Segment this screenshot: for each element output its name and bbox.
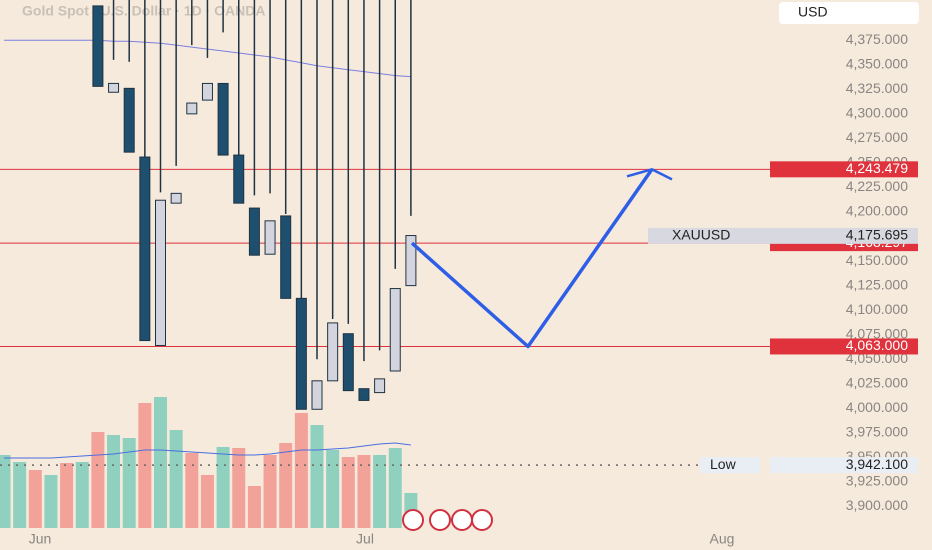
candle-body bbox=[186, 102, 198, 115]
y-tick-label: 4,375.000 bbox=[846, 31, 908, 47]
low-name-box bbox=[700, 457, 760, 474]
y-tick-label: 4,300.000 bbox=[846, 105, 908, 121]
volume-bar bbox=[28, 470, 42, 528]
volume-bar bbox=[75, 462, 89, 528]
volume-bar bbox=[357, 455, 371, 528]
volume-bar bbox=[0, 455, 11, 528]
candle-body bbox=[358, 388, 370, 401]
y-tick-label: 4,025.000 bbox=[846, 374, 908, 390]
candle-body bbox=[201, 82, 213, 101]
chart-title: Gold Spot / U.S. Dollar · 1D · OANDA bbox=[22, 3, 265, 19]
volume-bar bbox=[232, 448, 246, 528]
projection-arrowhead bbox=[626, 167, 673, 181]
y-tick-label: 4,350.000 bbox=[846, 55, 908, 71]
y-tick-label: 4,075.000 bbox=[846, 325, 908, 341]
candle-body bbox=[280, 215, 292, 299]
candle-body bbox=[264, 220, 276, 255]
candle-body bbox=[327, 322, 339, 382]
level-label: 4,063.000 bbox=[846, 337, 908, 353]
low-name: Low bbox=[710, 456, 737, 472]
low-label: 3,942.100 bbox=[846, 456, 908, 472]
volume-bar bbox=[279, 443, 293, 528]
volume-bar bbox=[341, 457, 355, 528]
candle-body bbox=[311, 380, 323, 410]
level-label: 4,243.479 bbox=[846, 160, 908, 176]
candle-body bbox=[155, 199, 166, 346]
low-box bbox=[770, 457, 918, 474]
volume-bar bbox=[310, 425, 324, 528]
last-price-name-box bbox=[648, 227, 770, 244]
volume-bar bbox=[169, 430, 183, 528]
volume-bar bbox=[373, 455, 387, 528]
candle-body bbox=[295, 297, 307, 410]
candle-body bbox=[123, 87, 135, 153]
volume-bar bbox=[326, 450, 340, 528]
volume-bar bbox=[122, 438, 136, 528]
volume-bar bbox=[91, 432, 105, 528]
volume-bar bbox=[263, 455, 277, 528]
y-tick-label: 4,150.000 bbox=[846, 252, 908, 268]
last-price-name: XAUUSD bbox=[672, 227, 730, 243]
currency[interactable]: USD bbox=[798, 4, 828, 20]
volume-bar bbox=[107, 435, 121, 528]
last-price-label: 4,175.695 bbox=[846, 227, 908, 243]
candle-body bbox=[217, 82, 229, 156]
y-tick-label: 4,275.000 bbox=[846, 129, 908, 145]
flag-icons bbox=[402, 509, 493, 531]
candle-body bbox=[342, 333, 354, 392]
volume-bar bbox=[154, 397, 167, 528]
volume-bar bbox=[200, 475, 214, 528]
candle-body bbox=[92, 5, 104, 87]
projection-line bbox=[410, 168, 654, 349]
last-price-box bbox=[770, 227, 918, 244]
currency-box[interactable] bbox=[779, 2, 919, 24]
volume-bar bbox=[388, 448, 402, 528]
candle-body bbox=[139, 156, 151, 342]
candle-body bbox=[389, 288, 401, 372]
volume-bar bbox=[44, 475, 58, 528]
volume-bar bbox=[60, 463, 74, 528]
candle-body bbox=[405, 235, 417, 287]
y-tick-label: 3,925.000 bbox=[846, 473, 908, 489]
volume-ma bbox=[4, 442, 411, 459]
candle-body bbox=[170, 192, 182, 204]
volume-bar bbox=[216, 447, 230, 528]
y-tick-label: 4,325.000 bbox=[846, 80, 908, 96]
candle-body bbox=[374, 378, 386, 394]
volume-bar bbox=[247, 486, 261, 528]
y-tick-label: 3,900.000 bbox=[846, 497, 908, 513]
volume-bar bbox=[185, 453, 199, 528]
x-tick-label: Jul bbox=[356, 531, 374, 547]
y-tick-label: 4,200.000 bbox=[846, 203, 908, 219]
level-label-box bbox=[770, 338, 918, 355]
y-tick-label: 4,000.000 bbox=[846, 399, 908, 415]
y-tick-label: 4,225.000 bbox=[846, 178, 908, 194]
y-tick-label: 3,975.000 bbox=[846, 424, 908, 440]
x-tick-label: Aug bbox=[710, 531, 735, 547]
x-tick-label: Jun bbox=[29, 531, 52, 547]
volume-bar bbox=[294, 413, 308, 528]
candle-body bbox=[108, 82, 120, 93]
level-label-box bbox=[770, 161, 918, 178]
candle-body bbox=[248, 207, 260, 256]
y-tick-label: 4,125.000 bbox=[846, 276, 908, 292]
volume-bar bbox=[13, 462, 27, 528]
candle-body bbox=[233, 154, 245, 204]
y-tick-label: 4,100.000 bbox=[846, 301, 908, 317]
